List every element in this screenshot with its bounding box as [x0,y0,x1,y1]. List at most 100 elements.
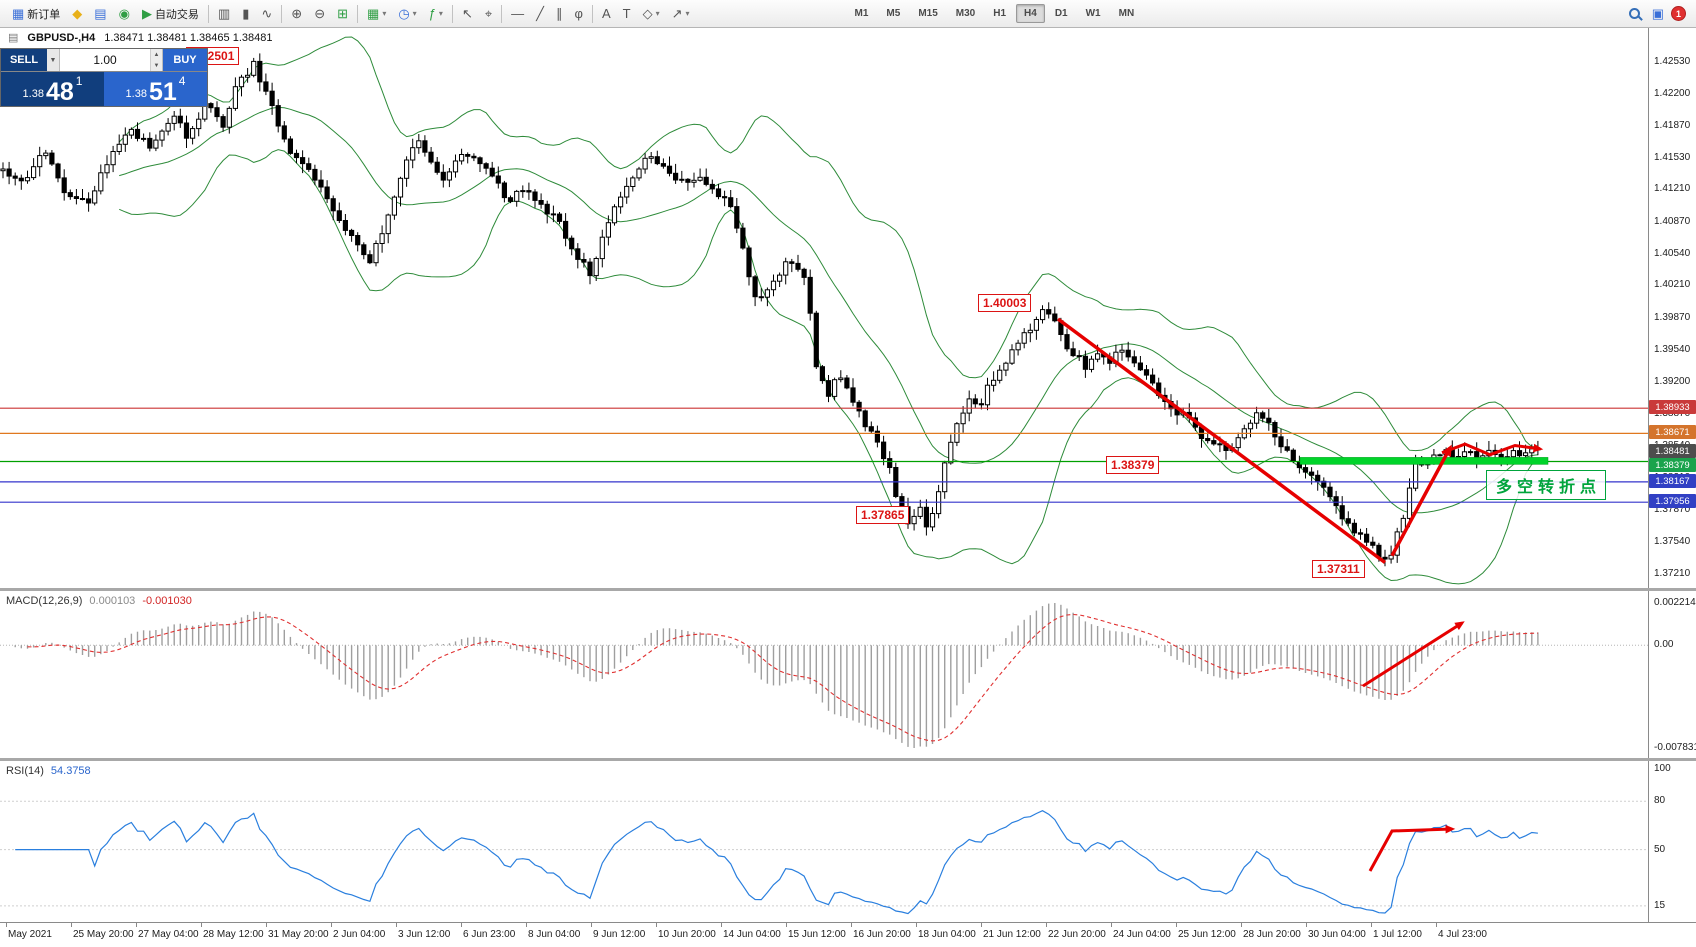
price-scale[interactable]: 1.42530 1.42200 1.41870 1.41530 1.41210 1.408… [1648,28,1696,922]
new-chart-button-icon: ▦ [367,6,380,21]
rsi-arrow[interactable] [1368,824,1456,872]
tile-windows-button[interactable]: ⊞ [331,3,354,25]
bollinger-middle-band [119,106,1538,514]
highlight-band[interactable] [1299,457,1549,465]
candlestick-button-icon: ▮ [242,6,250,21]
rsi-chart[interactable] [0,761,1648,922]
time-tick [331,923,332,927]
refresh-icon[interactable]: ◉ [113,3,136,25]
buy-button[interactable]: BUY [163,49,207,71]
new-order-button[interactable]: ▦ 新订单 [6,3,66,25]
time-scale[interactable]: May 2021 25 May 20:00 27 May 04:00 28 May 1… [0,922,1696,947]
horizontal-line-button[interactable]: — [505,3,530,25]
shapes-button[interactable]: ◇ ▾ [637,3,666,25]
market-watch-icon-icon: ▤ [94,6,107,21]
bar-chart-button[interactable]: ▥ [212,3,236,25]
timeframe-h4[interactable]: H4 [1016,4,1045,23]
timeframe-mn[interactable]: MN [1118,8,1135,19]
price-axis-label: 1.37540 [1654,536,1691,547]
turning-point-label[interactable]: 多空转折点 [1486,470,1607,500]
timeframe-m1[interactable]: M1 [854,8,869,19]
buy-price[interactable]: 1.38 51 4 [104,72,207,106]
market-watch-icon[interactable]: ▤ [88,3,112,25]
time-tick [916,923,917,927]
search-icon[interactable] [1628,8,1640,19]
timeframe-h1[interactable]: H1 [993,8,1007,19]
rsi-line [15,810,1538,915]
trendline-down[interactable] [1056,317,1387,564]
price-chart[interactable] [0,28,1648,588]
time-tick [981,923,982,927]
macd-main-value: 0.000103 [89,595,136,607]
time-tick [266,923,267,927]
timeframe-m30[interactable]: M30 [955,8,976,19]
time-tick [1176,923,1177,927]
candlestick-button[interactable]: ▮ [236,3,255,25]
volume-dropdown[interactable]: ▼ [47,49,60,71]
autotrading-button-label: 自动交易 [154,8,199,21]
arrow-right-squiggle[interactable] [1441,442,1544,457]
time-axis-label: 25 Jun 12:00 [1178,929,1236,940]
time-axis-label: May 2021 [8,929,52,940]
indicators-button[interactable]: ƒ ▾ [423,3,449,25]
volume-field[interactable]: 1.00 ▲ ▼ [60,49,163,71]
periodicity-button[interactable]: ◷ ▾ [392,3,422,25]
volume-stepper[interactable]: ▲ ▼ [150,49,162,71]
macd-arrow[interactable] [1362,621,1465,688]
price-axis-label: 1.39870 [1654,312,1691,323]
new-chart-button[interactable]: ▦ ▾ [361,3,392,25]
line-chart-button[interactable]: ∿ [255,3,278,25]
text-button[interactable]: A [596,3,617,25]
price-annotation-peak[interactable]: 1.40003 [978,294,1032,312]
arrows-button[interactable]: ↗ ▾ [666,3,696,25]
zoom-out-button-icon: ⊖ [314,6,326,21]
one-click-trading-panel: SELL ▼ 1.00 ▲ ▼ BUY 1.38 48 1 1.38 51 4 [0,48,208,107]
pane-separator[interactable] [0,758,1696,761]
arrow-up[interactable] [1390,444,1452,557]
price-annotation-mid[interactable]: 1.38379 [1106,456,1160,474]
spin-up-icon[interactable]: ▲ [151,49,162,60]
rsi-axis-label: 80 [1654,795,1666,806]
price-annotation-low2[interactable]: 1.37311 [1312,560,1365,578]
macd-axis-label: 0.00 [1654,639,1674,650]
pane-separator[interactable] [0,588,1696,591]
autotrading-button[interactable]: ▶ 自动交易 [136,3,205,25]
macd-signal-line [27,613,1538,742]
sell-price[interactable]: 1.38 48 1 [1,72,104,106]
timeframe-m15[interactable]: M15 [918,8,938,19]
timeframe-d1[interactable]: D1 [1054,8,1068,19]
time-tick [526,923,527,927]
trendline-button-icon: ╱ [536,6,544,21]
favorites-icon[interactable]: ◆ [66,3,88,25]
chat-icon[interactable]: ▣ [1651,6,1664,21]
macd-chart[interactable] [0,591,1648,758]
sell-button[interactable]: SELL [1,49,47,71]
time-axis-label: 14 Jun 04:00 [723,929,781,940]
trendline-button[interactable]: ╱ [530,3,550,25]
notification-badge[interactable]: 1 [1671,6,1686,21]
chevron-down-icon: ▾ [438,9,443,18]
sell-price-pip: 1 [75,74,83,88]
rsi-axis-label: 100 [1654,763,1671,774]
channel-button[interactable]: ∥ [550,3,569,25]
toolbar-separator [451,4,453,23]
fibonacci-button[interactable]: φ [569,3,589,25]
time-axis-label: 31 May 20:00 [268,929,329,940]
crosshair-button[interactable]: ⌖ [479,3,498,25]
time-tick [721,923,722,927]
label-button[interactable]: T [617,3,637,25]
timeframe-m5[interactable]: M5 [886,8,901,19]
time-axis-label: 18 Jun 04:00 [918,929,976,940]
time-axis-label: 8 Jun 04:00 [528,929,581,940]
spin-down-icon[interactable]: ▼ [151,60,162,71]
price-annotation-low1[interactable]: 1.37865 [856,506,910,524]
timeframe-w1[interactable]: W1 [1085,8,1101,19]
zoom-in-button[interactable]: ⊕ [285,3,308,25]
bollinger-upper-band [118,36,1538,452]
favorites-icon-icon: ◆ [72,6,83,21]
time-tick [201,923,202,927]
volume-value[interactable]: 1.00 [93,53,117,67]
zoom-out-button[interactable]: ⊖ [308,3,331,25]
cursor-button[interactable]: ↖ [456,3,479,25]
time-tick [1371,923,1372,927]
